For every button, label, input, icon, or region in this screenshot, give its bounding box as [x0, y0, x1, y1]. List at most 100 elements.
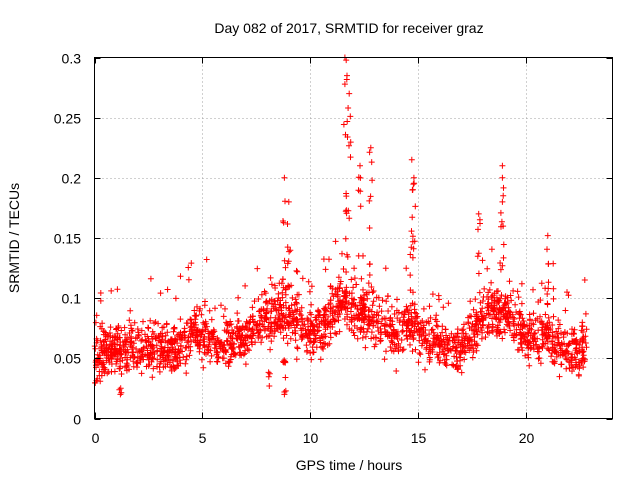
data-point	[140, 356, 147, 363]
data-point	[541, 331, 548, 338]
data-point	[550, 295, 557, 302]
data-point	[381, 315, 388, 322]
data-point	[263, 298, 270, 305]
data-point	[109, 340, 116, 346]
data-point	[551, 358, 558, 365]
data-point	[472, 296, 479, 303]
data-point	[198, 331, 205, 338]
data-point	[366, 272, 373, 278]
data-point	[542, 323, 549, 330]
data-point	[499, 335, 506, 342]
data-point	[384, 332, 391, 339]
data-point	[370, 322, 377, 329]
data-point	[336, 328, 343, 335]
data-point	[514, 346, 521, 353]
data-point	[343, 57, 350, 64]
data-point	[333, 331, 340, 337]
data-point	[147, 317, 154, 324]
data-point	[158, 343, 165, 350]
data-point	[357, 326, 364, 333]
data-point	[526, 326, 533, 333]
data-point	[350, 300, 356, 307]
data-point	[213, 348, 220, 355]
data-point	[347, 154, 354, 161]
data-point	[421, 337, 428, 343]
data-point	[316, 309, 323, 315]
data-point	[524, 342, 531, 349]
data-point	[256, 307, 263, 314]
data-point	[500, 192, 507, 199]
data-point	[192, 319, 199, 326]
data-point	[337, 278, 344, 285]
data-point	[403, 265, 410, 272]
data-point	[157, 290, 164, 297]
data-point	[459, 327, 466, 334]
data-point	[500, 311, 507, 318]
data-point	[279, 276, 286, 283]
data-point	[495, 299, 502, 306]
data-point	[138, 327, 145, 334]
data-point	[350, 296, 357, 303]
data-point	[271, 298, 278, 304]
data-point	[342, 235, 349, 242]
data-point	[294, 268, 301, 275]
data-point	[268, 281, 275, 288]
x-tick-label: 15	[411, 430, 427, 446]
data-point	[418, 333, 425, 340]
data-point	[411, 180, 418, 187]
data-point	[258, 339, 265, 346]
data-point	[341, 81, 348, 88]
data-point	[134, 326, 141, 332]
data-point	[563, 356, 570, 362]
data-point	[348, 290, 355, 297]
data-point	[340, 266, 347, 272]
data-point	[382, 328, 389, 335]
data-point	[281, 174, 288, 181]
data-point	[562, 307, 569, 314]
data-point	[559, 341, 566, 348]
data-point	[507, 292, 514, 299]
data-point	[287, 247, 294, 254]
data-point	[226, 359, 233, 366]
data-point	[326, 340, 333, 347]
data-point	[415, 321, 422, 328]
data-point	[435, 354, 442, 361]
data-point	[408, 228, 415, 235]
data-point	[284, 340, 291, 347]
data-point	[207, 358, 214, 365]
data-point	[343, 190, 350, 197]
data-point	[369, 314, 376, 321]
data-point	[429, 291, 436, 298]
data-point	[385, 293, 391, 300]
data-point	[555, 317, 562, 324]
data-point	[194, 303, 200, 310]
data-point	[98, 360, 105, 367]
x-tick-label: 20	[519, 430, 535, 446]
data-point	[454, 333, 461, 340]
data-point	[280, 302, 287, 309]
x-tick-label: 10	[303, 430, 319, 446]
data-point	[322, 266, 329, 273]
data-point	[242, 361, 249, 368]
data-point	[102, 366, 109, 373]
data-point	[564, 289, 570, 296]
data-point	[411, 328, 418, 334]
data-point	[99, 320, 106, 327]
data-point	[320, 256, 327, 263]
data-point	[138, 347, 145, 353]
data-point	[368, 284, 375, 290]
data-point	[451, 337, 458, 344]
data-point	[275, 290, 282, 297]
data-point	[117, 351, 124, 358]
data-point	[261, 327, 268, 334]
data-point	[344, 118, 351, 125]
data-point	[363, 291, 370, 298]
data-point	[369, 289, 376, 296]
data-point	[419, 340, 426, 347]
data-point	[145, 356, 152, 363]
data-point	[145, 325, 152, 332]
data-point	[341, 292, 348, 299]
data-point	[484, 328, 491, 335]
data-point	[496, 319, 503, 326]
data-point	[277, 329, 284, 336]
